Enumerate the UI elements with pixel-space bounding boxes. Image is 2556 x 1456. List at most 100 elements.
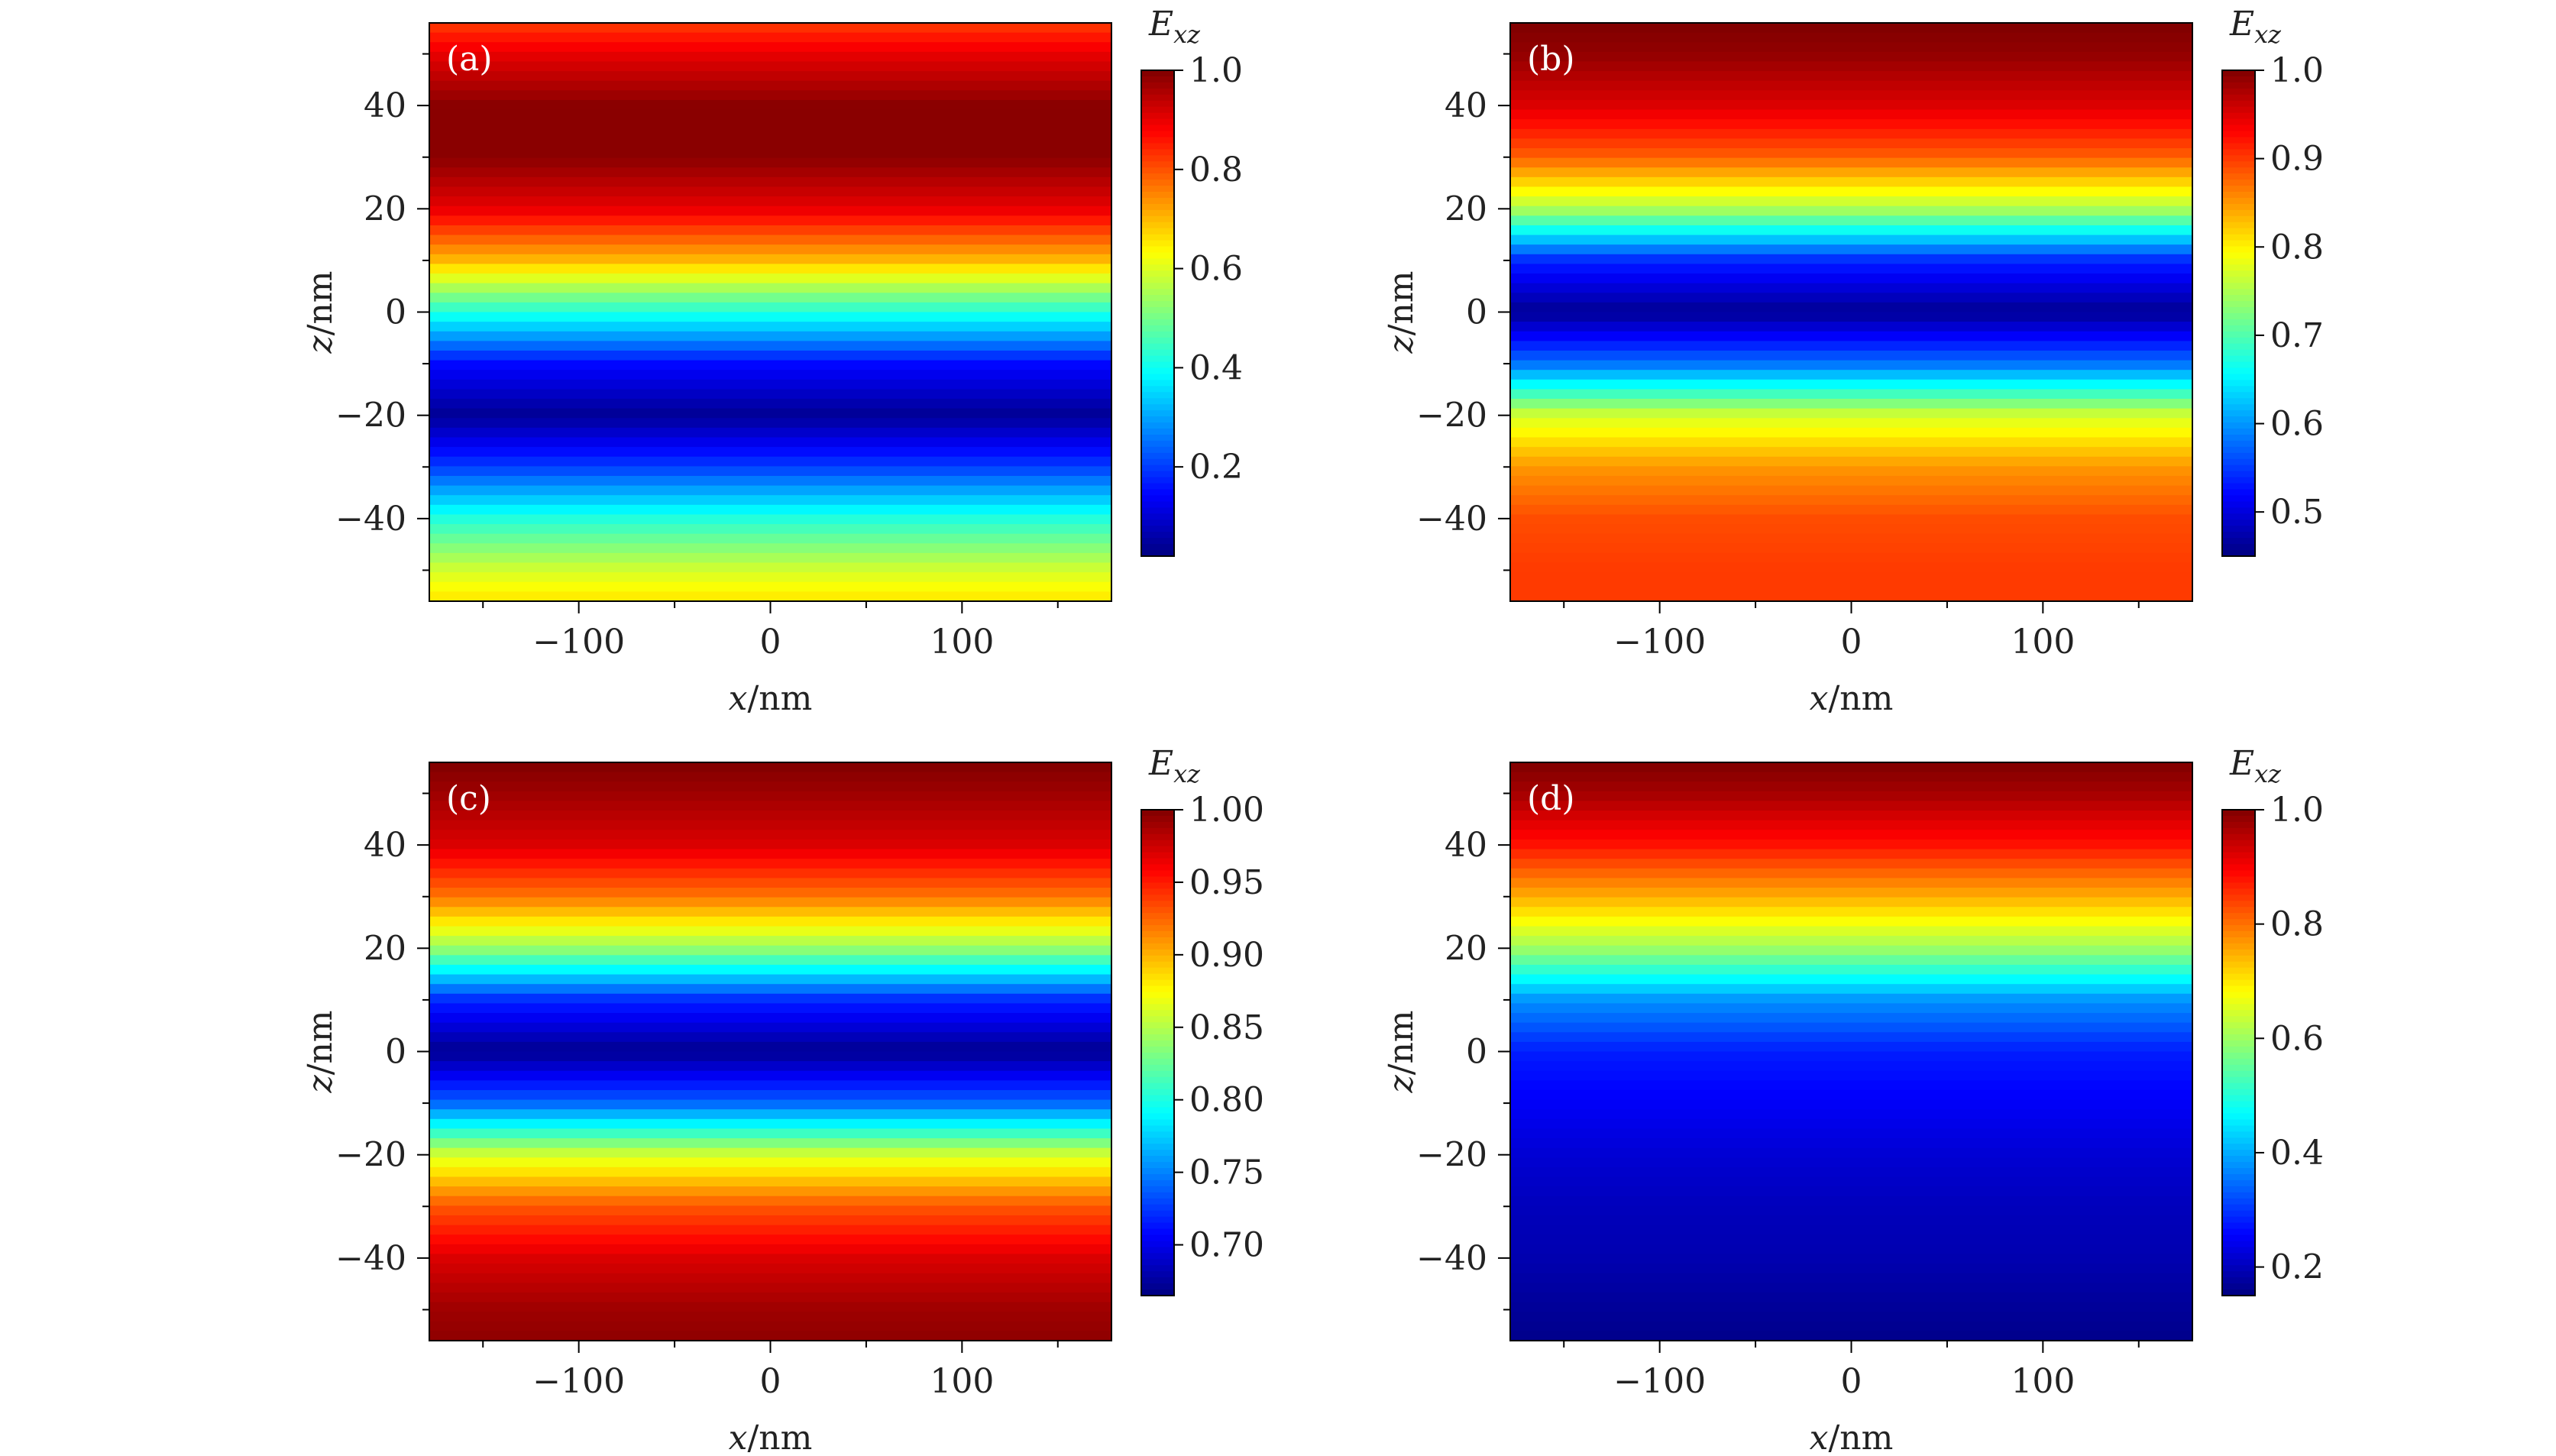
heatmap-bands [429,762,1111,1341]
heatmap-band [429,993,1111,1005]
colorbar-tick-label: 0.95 [1189,863,1264,902]
heatmap-band [429,791,1111,802]
colorbar-segment [1141,392,1174,399]
heatmap-band [429,1166,1111,1178]
heatmap-band [429,418,1111,429]
heatmap-band [1510,1138,2192,1149]
heatmap-band [429,811,1111,821]
colorbar-segment [1141,925,1174,932]
heatmap-band [1510,350,2192,361]
colorbar-segment [1141,949,1174,956]
heatmap-band [429,408,1111,419]
colorbar-segment [2222,1028,2255,1035]
colorbar-segment [1141,1253,1174,1260]
colorbar-segment [2222,1192,2255,1199]
colorbar-segment [1141,301,1174,308]
heatmap-band [429,360,1111,370]
heatmap-band [1510,1118,2192,1130]
colorbar-segment [2222,495,2255,503]
colorbar-segment [1141,967,1174,975]
colorbar-segment [2222,483,2255,490]
heatmap-band [429,1080,1111,1091]
heatmap-band [1510,945,2192,956]
colorbar-segment [2222,295,2255,302]
colorbar-segment [2222,1064,2255,1072]
colorbar-segment [2222,186,2255,193]
colorbar-segment [1141,1289,1174,1296]
heatmap-band [1510,1254,2192,1264]
heatmap-band [1510,244,2192,255]
colorbar-segment [2222,1241,2255,1247]
colorbar-segment [2222,106,2255,114]
heatmap-band [429,772,1111,782]
colorbar-segment [2222,215,2255,223]
colorbar-segment [2222,870,2255,878]
colorbar-segment [2222,1204,2255,1212]
x-tick-label: −100 [1613,1362,1706,1401]
heatmap-band [1510,71,2192,82]
colorbar-segment [2222,331,2255,338]
colorbar-segment [1141,106,1174,114]
colorbar-segment [1141,992,1174,999]
colorbar-segment [2222,919,2255,926]
colorbar-segment [1141,464,1174,472]
colorbar-segment [2222,538,2255,545]
colorbar-segment [1141,827,1174,835]
colorbar-segment [2222,1095,2255,1102]
x-tick-label: 100 [930,623,994,662]
heatmap-band [1510,1003,2192,1014]
colorbar-segment [2222,380,2255,387]
colorbar-segment [1141,118,1174,126]
colorbar-segment [2222,1156,2255,1163]
colorbar-segment [1141,833,1174,841]
colorbar-segment [2222,955,2255,963]
heatmap-band [1510,1051,2192,1062]
heatmap-band [429,379,1111,390]
heatmap-band [1510,370,2192,380]
heatmap-band [1510,839,2192,850]
colorbar-segment [2222,161,2255,168]
panel-d: (d)−100 0 100−40−2002040x/nmz/nm0.20.40.60… [1382,744,2324,1456]
colorbar-segment [2222,88,2255,95]
heatmap-band [1510,254,2192,265]
heatmap-band [1510,427,2192,438]
colorbar-segment [2222,1107,2255,1115]
y-tick-label: −40 [1416,500,1487,539]
heatmap-band [1510,1186,2192,1197]
colorbar-segment [2222,1016,2255,1023]
heatmap-band [429,524,1111,535]
y-axis-label: z/nm [301,270,340,354]
heatmap-band [1510,322,2192,332]
colorbar-segment [1141,452,1174,460]
heatmap-band [429,196,1111,207]
colorbar-segment [1141,380,1174,387]
heatmap-band [1510,42,2192,53]
heatmap-band [429,1061,1111,1072]
colorbar-tick-label: 0.80 [1189,1081,1264,1120]
colorbar-segment [2222,1179,2255,1187]
x-tick-label: 0 [760,623,781,662]
heatmap-band [1510,811,2192,821]
colorbar-segment [2222,337,2255,345]
colorbar-segment [1141,1162,1174,1169]
heatmap-band [1510,157,2192,168]
y-tick-label: −20 [335,1136,406,1175]
heatmap-band [1510,1041,2192,1053]
colorbar-segment [2222,1186,2255,1193]
colorbar-segment [1141,1113,1174,1121]
colorbar-segment [2222,973,2255,981]
colorbar-segment [1141,131,1174,138]
heatmap-band [429,552,1111,564]
colorbar-segment [2222,404,2255,411]
heatmap-band [429,128,1111,139]
colorbar-segment [2222,192,2255,199]
y-tick-label: 0 [385,293,406,332]
heatmap-band [1510,389,2192,400]
colorbar-segment [1141,937,1174,944]
colorbar-segment [1141,1034,1174,1041]
colorbar-segment [1141,440,1174,448]
heatmap-band [1510,907,2192,917]
heatmap-band [1510,562,2192,573]
heatmap-band [429,215,1111,226]
